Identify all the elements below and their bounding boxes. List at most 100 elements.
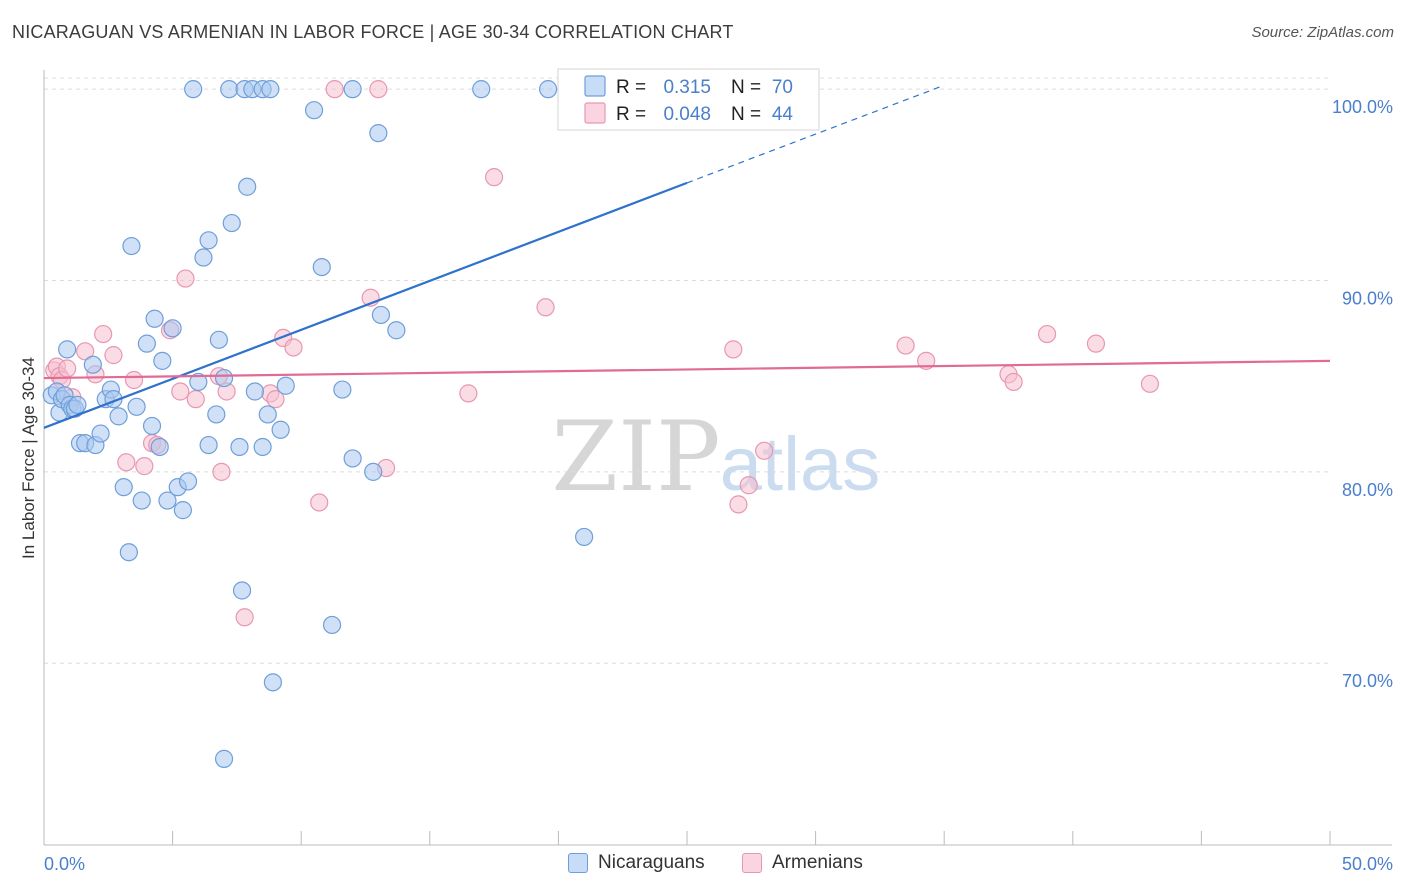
point-nicaraguan (253, 437, 272, 457)
point-nicaraguan (207, 405, 226, 424)
point-nicaraguan (109, 407, 128, 426)
point-nicaraguan (539, 80, 558, 99)
point-nicaraguan (58, 340, 77, 359)
stats-r-value: 0.048 (663, 104, 711, 125)
point-nicaraguan (343, 449, 362, 468)
chart-title: NICARAGUAN VS ARMENIAN IN LABOR FORCE | … (12, 22, 734, 42)
point-armenian (212, 462, 231, 481)
trendline-nicaraguans (43, 181, 688, 429)
y-axis-label: In Labor Force | Age 30-34 (19, 357, 38, 559)
point-nicaraguan (232, 581, 252, 600)
point-nicaraguan (304, 101, 324, 120)
point-armenian (485, 168, 504, 187)
point-nicaraguan (194, 248, 213, 267)
point-nicaraguan (209, 330, 228, 349)
stats-r-value: 0.315 (663, 77, 711, 98)
legend-swatch-pink (742, 853, 762, 873)
point-armenian (94, 324, 113, 344)
point-nicaraguan (91, 424, 110, 443)
stats-r-label: R = (616, 77, 646, 98)
point-nicaraguan (312, 257, 331, 277)
point-armenian (917, 351, 936, 370)
trendline-nicaraguans-extension (686, 84, 945, 184)
point-nicaraguan (387, 321, 406, 340)
point-armenian (739, 476, 758, 495)
y-tick-label: 80.0% (1342, 480, 1393, 500)
point-armenian (284, 338, 303, 357)
point-nicaraguan (150, 437, 169, 457)
point-nicaraguan (364, 462, 383, 481)
point-nicaraguan (199, 435, 218, 455)
point-armenian (724, 340, 743, 359)
stats-n-value: 70 (772, 77, 793, 98)
point-nicaraguan (222, 213, 241, 233)
point-armenian (124, 370, 144, 390)
stats-legend-swatch (584, 75, 606, 97)
point-nicaraguan (271, 420, 290, 439)
point-nicaraguan (122, 236, 141, 256)
legend-swatch-blue (568, 853, 588, 873)
point-armenian (369, 80, 388, 99)
legend-item-armenians[interactable]: Armenians (742, 852, 863, 874)
point-nicaraguan (214, 749, 234, 768)
point-nicaraguan (343, 80, 362, 99)
point-nicaraguan (145, 309, 164, 328)
point-nicaraguan (178, 472, 198, 491)
point-nicaraguan (119, 543, 138, 562)
point-armenian (729, 495, 748, 514)
point-nicaraguan (369, 124, 388, 143)
point-armenian (235, 608, 254, 627)
watermark-atlas: atlas (720, 422, 881, 507)
point-nicaraguan (245, 382, 265, 401)
point-nicaraguan (220, 80, 239, 99)
point-armenian (171, 382, 190, 401)
point-armenian (266, 390, 285, 409)
point-armenian (896, 336, 915, 355)
stats-legend-swatch (584, 102, 606, 124)
y-tick-label: 90.0% (1342, 288, 1393, 308)
point-nicaraguan (184, 80, 203, 99)
stats-n-label: N = (731, 104, 761, 125)
legend-label-nicaraguans: Nicaraguans (598, 852, 705, 873)
point-nicaraguan (142, 416, 162, 436)
point-nicaraguan (163, 319, 182, 338)
point-armenian (536, 298, 555, 317)
point-nicaraguan (276, 376, 295, 395)
point-nicaraguan (472, 80, 491, 99)
point-nicaraguan (333, 380, 352, 399)
point-nicaraguan (214, 368, 234, 388)
point-nicaraguan (158, 491, 177, 510)
point-nicaraguan (258, 405, 277, 424)
point-armenian (104, 346, 123, 365)
point-nicaraguan (153, 351, 172, 370)
watermark-zip: ZIP (551, 401, 720, 513)
point-nicaraguan (263, 673, 283, 692)
point-nicaraguan (132, 491, 151, 510)
point-armenian (58, 359, 77, 378)
point-nicaraguan (322, 615, 342, 635)
point-nicaraguan (83, 355, 102, 374)
point-armenian (1037, 324, 1057, 344)
point-armenian (1004, 372, 1023, 392)
point-nicaraguan (238, 177, 257, 196)
legend-label-armenians: Armenians (772, 852, 863, 873)
point-armenian (76, 342, 95, 361)
x-tick-label: 50.0% (1342, 854, 1393, 874)
point-armenian (176, 269, 195, 288)
point-armenian (325, 80, 344, 99)
point-nicaraguan (127, 397, 146, 416)
point-nicaraguan (173, 501, 192, 520)
point-armenian (1140, 374, 1160, 393)
point-nicaraguan (575, 527, 594, 547)
point-armenian (117, 453, 136, 472)
point-nicaraguan (114, 478, 133, 497)
chart-source: Source: ZipAtlas.com (1251, 24, 1394, 41)
point-nicaraguan (137, 334, 156, 353)
point-armenian (755, 441, 774, 460)
stats-r-label: R = (616, 104, 646, 125)
point-nicaraguan (371, 305, 391, 325)
stats-n-value: 44 (772, 104, 794, 125)
point-armenian (310, 493, 329, 512)
point-nicaraguan (261, 80, 280, 99)
legend-item-nicaraguans[interactable]: Nicaraguans (568, 852, 705, 874)
